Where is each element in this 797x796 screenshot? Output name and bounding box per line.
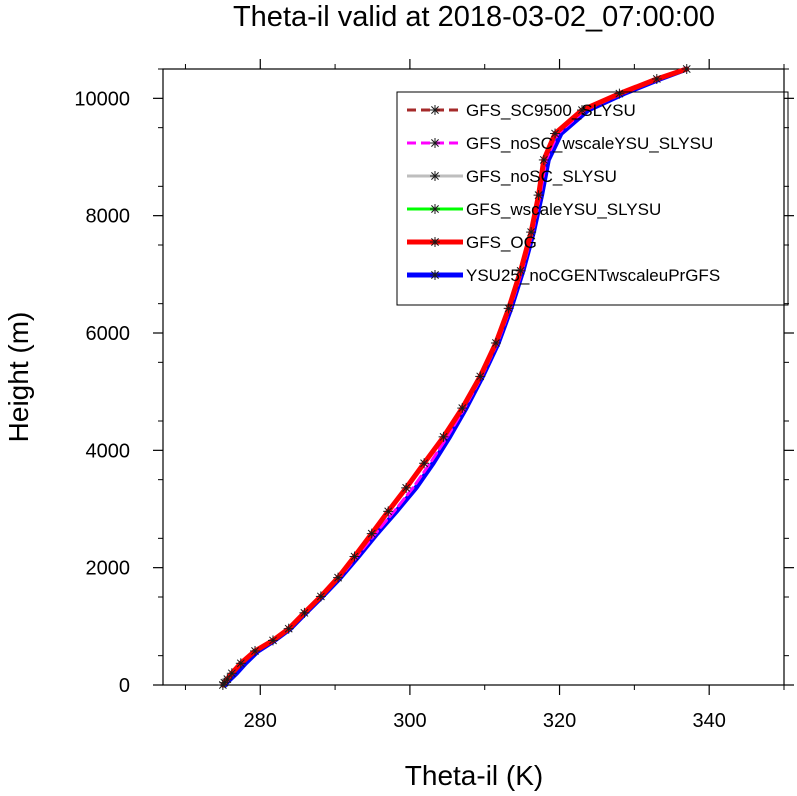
series-marker — [533, 190, 544, 201]
series-marker — [419, 458, 430, 469]
series-marker — [550, 128, 561, 139]
series-line-5 — [222, 66, 690, 688]
series-marker — [401, 482, 412, 493]
legend-marker — [430, 171, 440, 181]
y-tick-label: 0 — [119, 675, 130, 697]
series-line-1 — [222, 67, 689, 687]
x-tick-label: 280 — [244, 710, 277, 732]
series-line-0 — [221, 67, 689, 687]
legend-marker — [430, 237, 440, 247]
legend-item: GFS_OG — [407, 233, 537, 252]
series-marker — [651, 73, 662, 84]
series-marker — [349, 551, 360, 562]
y-tick-label: 10000 — [74, 88, 130, 110]
series-line-2 — [221, 67, 689, 687]
legend-label: GFS_noSC_SLYSU — [466, 167, 617, 186]
y-axis-label: Height (m) — [3, 312, 34, 443]
series-marker — [366, 528, 377, 539]
legend-item: GFS_noSC_wscaleYSU_SLYSU — [407, 134, 713, 153]
series-marker — [438, 431, 449, 442]
series-marker — [235, 658, 246, 669]
series-marker — [681, 64, 692, 74]
series-marker — [576, 105, 587, 116]
legend-item: GFS_SC9500_SLYSU — [407, 101, 636, 120]
x-tick-label: 300 — [393, 710, 426, 732]
series-markers — [217, 64, 692, 690]
series-line-4 — [220, 66, 690, 688]
y-tick-label: 8000 — [86, 206, 131, 228]
series-marker — [226, 668, 237, 679]
series-marker — [250, 645, 261, 656]
series-marker — [538, 154, 549, 165]
series-marker — [490, 337, 501, 348]
legend: GFS_SC9500_SLYSU GFS_noSC_wscaleYSU_SLYSU… — [396, 91, 789, 306]
series-marker — [526, 227, 537, 238]
legend-item: GFS_wscaleYSU_SLYSU — [407, 200, 661, 219]
chart-title: Theta-il valid at 2018-03-02_07:00:00 — [233, 1, 715, 33]
series-marker — [283, 623, 294, 634]
legend-box — [396, 91, 789, 306]
legend-item: YSU25_noCGENTwscaleuPrGFS — [407, 266, 720, 285]
y-tick-label: 4000 — [86, 440, 131, 462]
series-marker — [222, 674, 233, 685]
series-marker — [299, 607, 310, 618]
x-tick-label: 340 — [692, 710, 725, 732]
series-lines — [220, 66, 690, 688]
y-tick-label: 6000 — [86, 323, 131, 345]
legend-label: GFS_noSC_wscaleYSU_SLYSU — [466, 134, 713, 153]
series-marker — [267, 635, 278, 646]
legend-label: GFS_wscaleYSU_SLYSU — [466, 200, 661, 219]
legend-marker — [430, 105, 440, 115]
y-tick-label: 2000 — [86, 558, 131, 580]
legend-marker — [430, 204, 440, 214]
legend-item: GFS_noSC_SLYSU — [407, 167, 617, 186]
legend-marker — [430, 138, 440, 148]
series-line-3 — [221, 67, 689, 687]
legend-label: GFS_SC9500_SLYSU — [466, 101, 636, 120]
axis-tick-labels: 280 300 320 340 0 2000 4000 6000 8000 10000 — [74, 88, 725, 732]
plot-area-frame — [162, 68, 785, 686]
legend-label: YSU25_noCGENTwscaleuPrGFS — [466, 266, 720, 285]
x-axis-label: Theta-il (K) — [405, 760, 543, 791]
series-marker — [333, 572, 344, 583]
legend-label: GFS_OG — [466, 233, 537, 252]
series-marker — [315, 591, 326, 602]
legend-marker — [430, 270, 440, 280]
x-tick-label: 320 — [543, 710, 576, 732]
series-marker — [614, 88, 625, 99]
series-marker — [383, 506, 394, 517]
series-marker — [457, 403, 468, 414]
series-marker — [475, 371, 486, 382]
series-marker — [515, 265, 526, 276]
axis-ticks — [153, 59, 794, 695]
